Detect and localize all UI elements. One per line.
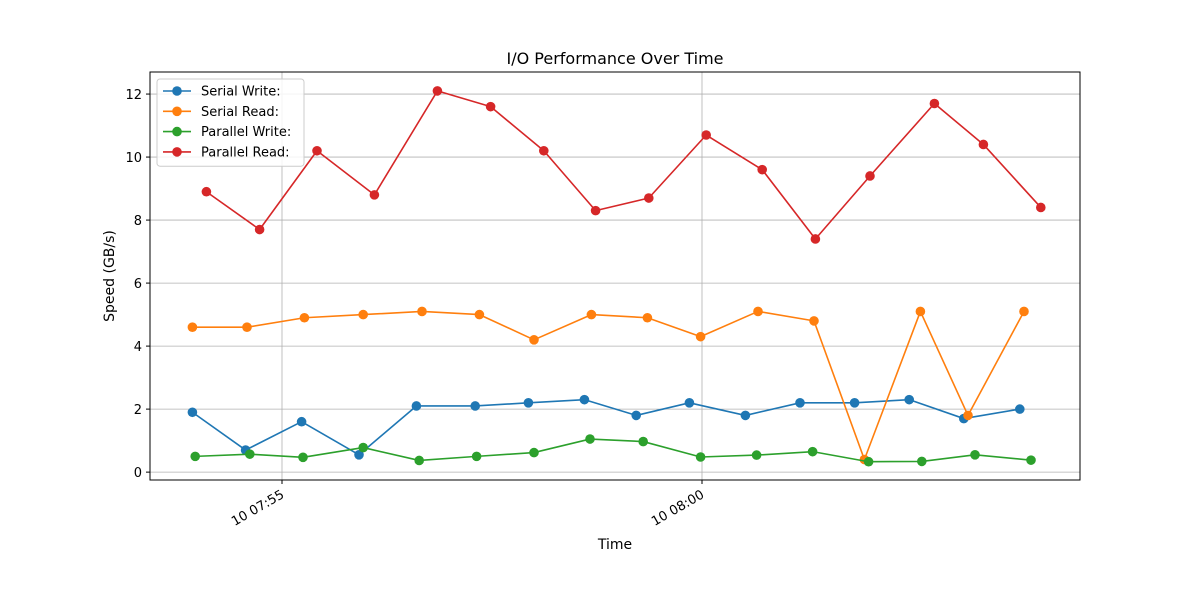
data-point xyxy=(795,398,805,408)
legend-label: Serial Read: xyxy=(201,105,279,120)
data-point xyxy=(201,186,212,197)
data-point xyxy=(1026,455,1036,465)
series-layer xyxy=(187,86,1046,467)
data-point xyxy=(414,455,425,466)
data-point xyxy=(298,452,308,463)
data-point xyxy=(354,449,364,460)
data-point xyxy=(242,322,252,332)
data-point xyxy=(865,171,875,181)
data-point xyxy=(809,316,819,326)
data-point xyxy=(485,101,496,112)
data-point xyxy=(1019,306,1029,317)
data-point xyxy=(529,334,539,345)
series-line xyxy=(191,398,1020,456)
data-point xyxy=(312,145,322,156)
data-point xyxy=(411,401,422,411)
data-point xyxy=(644,193,654,203)
data-point xyxy=(970,449,980,460)
series-line xyxy=(195,438,1032,463)
legend-box xyxy=(156,78,305,167)
data-point xyxy=(929,98,940,109)
data-point xyxy=(523,398,534,408)
data-point xyxy=(254,224,265,235)
grid-lines xyxy=(150,72,1080,480)
data-point xyxy=(579,394,590,405)
data-point xyxy=(417,306,427,317)
legend-swatch-marker xyxy=(172,126,182,137)
data-point xyxy=(915,306,926,317)
legend-label: Parallel Write: xyxy=(201,125,291,140)
data-point xyxy=(638,436,648,447)
data-point xyxy=(807,446,818,457)
y-tick-label: 0 xyxy=(134,466,142,481)
legend-label: Parallel Read: xyxy=(201,145,290,160)
data-point xyxy=(701,130,711,140)
data-point xyxy=(245,449,255,459)
y-tick-label: 4 xyxy=(134,340,142,355)
legend-swatch-marker xyxy=(172,147,182,157)
plot-frame xyxy=(149,71,1081,481)
data-point xyxy=(963,410,973,421)
data-point xyxy=(849,398,860,408)
series-line xyxy=(192,310,1025,461)
x-tick-label: 10 08:00 xyxy=(649,487,707,529)
data-point xyxy=(187,407,198,418)
data-point xyxy=(471,451,482,462)
data-point xyxy=(751,450,762,460)
data-point xyxy=(863,456,874,467)
data-point xyxy=(904,394,914,405)
data-point xyxy=(753,306,763,317)
data-point xyxy=(358,442,369,453)
data-point xyxy=(470,401,481,411)
x-tick-label: 10 07:55 xyxy=(229,487,287,529)
data-point xyxy=(1015,404,1025,414)
data-point xyxy=(190,451,200,462)
data-point xyxy=(810,234,821,244)
y-tick-label: 12 xyxy=(125,88,142,103)
y-tick-label: 10 xyxy=(125,151,142,166)
data-point xyxy=(358,309,369,320)
chart-title: I/O Performance Over Time xyxy=(507,49,724,68)
data-point xyxy=(369,190,380,200)
y-tick-label: 2 xyxy=(134,403,142,418)
data-point xyxy=(917,456,927,467)
data-point xyxy=(1036,202,1046,213)
data-point xyxy=(740,410,751,421)
data-point xyxy=(529,447,539,458)
data-point xyxy=(299,312,310,323)
data-point xyxy=(684,398,695,408)
data-point xyxy=(631,410,641,421)
legend: Serial Write: Serial Read: Parallel Write:… xyxy=(156,78,305,167)
legend-swatch-marker xyxy=(172,86,182,96)
data-point xyxy=(978,139,989,150)
y-tick-label: 6 xyxy=(134,277,142,292)
y-axis-title: Speed (GB/s) xyxy=(102,230,118,322)
series-line xyxy=(205,90,1042,240)
y-tick-label: 8 xyxy=(134,214,142,229)
data-point xyxy=(539,145,549,156)
data-point xyxy=(474,309,485,320)
data-point xyxy=(187,322,198,332)
legend-swatch-marker xyxy=(172,106,182,117)
legend-label: Serial Write: xyxy=(201,85,281,100)
data-point xyxy=(586,309,597,320)
data-point xyxy=(296,416,307,427)
data-point xyxy=(695,331,706,342)
data-point xyxy=(590,205,601,216)
data-point xyxy=(695,452,706,462)
data-point xyxy=(432,86,443,96)
data-point xyxy=(642,312,653,323)
data-point xyxy=(757,164,767,175)
x-axis-title: Time xyxy=(597,537,632,553)
data-point xyxy=(585,434,595,444)
